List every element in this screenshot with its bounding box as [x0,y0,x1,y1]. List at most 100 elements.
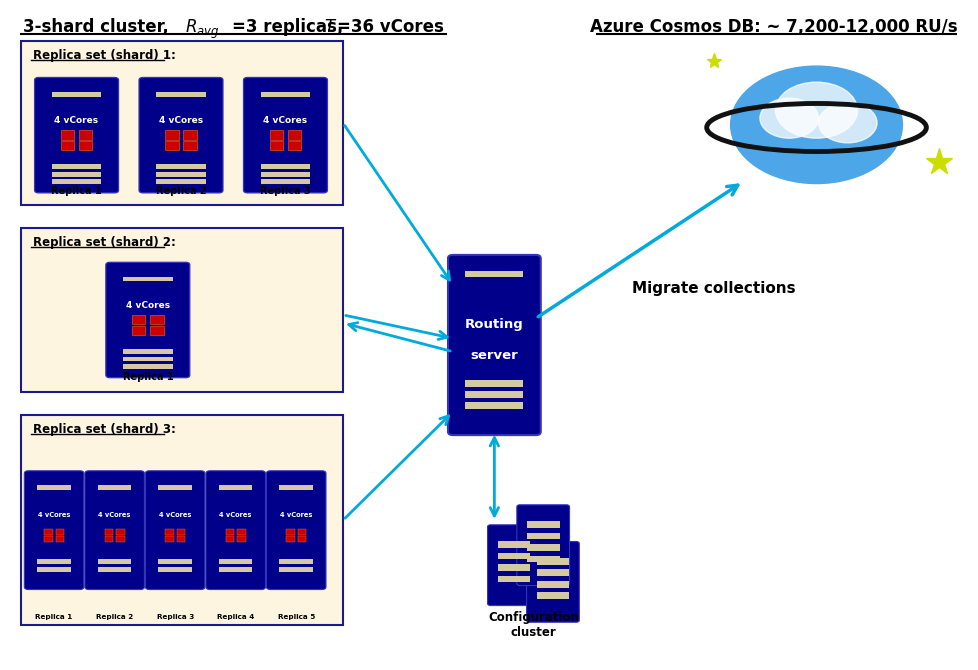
Text: $R_{avg}$: $R_{avg}$ [185,18,219,42]
Bar [79,141,92,150]
Bar [465,402,523,409]
Bar [156,92,205,96]
Bar [286,536,294,541]
Text: server: server [470,349,517,362]
Bar [260,179,310,184]
Bar [79,131,92,139]
FancyBboxPatch shape [21,228,342,392]
Bar [37,559,70,564]
Bar [52,164,101,170]
Bar [176,529,185,535]
Text: 3-shard cluster,: 3-shard cluster, [22,18,174,36]
FancyBboxPatch shape [516,505,569,586]
Bar [288,141,301,150]
Bar [225,529,234,535]
Bar [52,92,101,96]
Bar [158,559,192,564]
Bar [156,172,205,177]
Bar [123,277,172,281]
Bar [105,536,113,541]
Bar [237,536,245,541]
Text: 4 vCores: 4 vCores [99,513,131,519]
Bar [465,391,523,397]
Bar [151,326,163,335]
Bar [37,486,70,490]
Text: Routing: Routing [465,318,523,331]
Bar [279,567,313,572]
Bar [156,164,205,170]
Bar [56,529,65,535]
Bar [158,567,192,572]
Text: Replica 1: Replica 1 [122,373,173,383]
Bar [151,316,163,324]
Bar [44,529,53,535]
Bar [526,521,559,528]
Bar [98,567,131,572]
Text: Replica 2: Replica 2 [156,186,206,196]
Bar [123,364,172,368]
Bar [497,564,530,572]
Bar [132,316,145,324]
FancyBboxPatch shape [34,78,118,193]
Bar [526,545,559,551]
Text: 4 vCores: 4 vCores [125,302,170,310]
Text: Replica set (shard) 3:: Replica set (shard) 3: [32,423,175,436]
Bar [536,592,569,599]
Circle shape [775,82,857,138]
Bar [165,141,178,150]
Bar [260,164,310,170]
Text: Replica 3: Replica 3 [260,186,310,196]
Bar [497,553,530,559]
Bar [116,529,124,535]
Bar [165,529,173,535]
Text: 4 vCores: 4 vCores [38,513,70,519]
Bar [465,271,523,277]
Bar [183,131,197,139]
Bar [61,131,74,139]
Bar [219,559,252,564]
Bar [536,558,569,565]
Bar [286,529,294,535]
Bar [98,559,131,564]
Text: 4 vCores: 4 vCores [280,513,312,519]
Text: Azure Cosmos DB: ~ 7,200-12,000 RU/s: Azure Cosmos DB: ~ 7,200-12,000 RU/s [590,18,957,36]
Bar [526,533,559,539]
Bar [526,555,559,562]
Text: =3 replicas,: =3 replicas, [232,18,348,36]
Text: 4 vCores: 4 vCores [158,513,191,519]
Text: Configuration
cluster: Configuration cluster [487,610,578,639]
Bar [156,179,205,184]
FancyBboxPatch shape [205,471,265,590]
Bar [497,576,530,582]
Bar [52,172,101,177]
Text: Replica 2: Replica 2 [96,614,133,620]
Bar [219,567,252,572]
Bar [116,536,124,541]
Bar [279,559,313,564]
Bar [260,172,310,177]
FancyBboxPatch shape [24,471,84,590]
Bar [61,141,74,150]
Bar [123,356,172,361]
Text: 4 vCores: 4 vCores [263,117,307,125]
Bar [536,570,569,576]
Bar [260,92,310,96]
Bar [123,349,172,354]
Bar [269,131,283,139]
Bar [44,536,53,541]
FancyBboxPatch shape [244,78,327,193]
Bar [297,529,306,535]
Text: 4 vCores: 4 vCores [55,117,99,125]
Bar [176,536,185,541]
FancyBboxPatch shape [21,415,342,625]
Bar [105,529,113,535]
FancyBboxPatch shape [106,262,190,378]
Text: Replica set (shard) 2:: Replica set (shard) 2: [32,237,175,249]
Bar [56,536,65,541]
Bar [237,529,245,535]
Bar [158,486,192,490]
Text: Replica 1: Replica 1 [35,614,72,620]
FancyBboxPatch shape [139,78,223,193]
Bar [165,536,173,541]
FancyBboxPatch shape [21,42,342,205]
